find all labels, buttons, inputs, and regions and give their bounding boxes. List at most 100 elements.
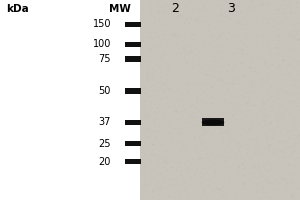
Bar — [124, 141, 141, 146]
Circle shape — [145, 93, 147, 94]
Circle shape — [269, 197, 271, 199]
Circle shape — [164, 5, 165, 7]
Bar — [124, 159, 141, 164]
Circle shape — [200, 182, 201, 184]
Circle shape — [238, 146, 240, 147]
Circle shape — [271, 122, 272, 123]
Circle shape — [187, 92, 189, 93]
Circle shape — [236, 52, 238, 54]
Circle shape — [264, 83, 266, 84]
Circle shape — [151, 6, 152, 7]
Circle shape — [175, 32, 177, 33]
Circle shape — [288, 93, 290, 94]
Circle shape — [289, 72, 291, 73]
Circle shape — [207, 74, 208, 75]
Circle shape — [243, 131, 245, 132]
Circle shape — [232, 70, 233, 72]
Text: 100: 100 — [93, 39, 111, 49]
Circle shape — [223, 186, 224, 187]
Circle shape — [257, 192, 259, 193]
Circle shape — [265, 157, 267, 158]
Circle shape — [298, 134, 300, 135]
Circle shape — [280, 41, 281, 42]
Text: 2: 2 — [172, 2, 179, 16]
Circle shape — [293, 80, 295, 81]
Circle shape — [140, 173, 142, 174]
Circle shape — [157, 108, 159, 109]
Circle shape — [293, 36, 295, 37]
Circle shape — [190, 165, 192, 166]
Circle shape — [213, 173, 215, 174]
Circle shape — [280, 131, 282, 132]
Circle shape — [145, 166, 146, 168]
Circle shape — [297, 39, 299, 40]
Circle shape — [226, 82, 228, 83]
Circle shape — [287, 147, 289, 149]
Circle shape — [248, 113, 250, 115]
Circle shape — [207, 20, 209, 21]
Circle shape — [239, 1, 241, 2]
Circle shape — [194, 145, 196, 146]
Circle shape — [144, 143, 146, 144]
Circle shape — [296, 173, 297, 174]
Circle shape — [232, 84, 234, 85]
Circle shape — [234, 102, 236, 103]
Circle shape — [260, 171, 262, 172]
Circle shape — [169, 197, 171, 198]
Circle shape — [264, 116, 266, 117]
Circle shape — [175, 197, 176, 198]
Circle shape — [283, 157, 285, 158]
Circle shape — [163, 167, 165, 168]
Circle shape — [265, 17, 266, 18]
Circle shape — [277, 126, 279, 127]
Circle shape — [208, 198, 210, 199]
Circle shape — [256, 183, 258, 184]
Circle shape — [274, 152, 275, 153]
Circle shape — [214, 118, 216, 119]
Circle shape — [254, 167, 256, 168]
Circle shape — [232, 131, 234, 132]
Circle shape — [140, 64, 141, 65]
Circle shape — [235, 108, 237, 109]
Circle shape — [274, 181, 276, 182]
Bar — [124, 42, 141, 47]
Circle shape — [178, 128, 180, 130]
Circle shape — [290, 35, 291, 36]
Circle shape — [158, 65, 160, 66]
Circle shape — [262, 4, 263, 5]
Circle shape — [252, 0, 254, 1]
Circle shape — [271, 131, 273, 132]
Circle shape — [268, 19, 270, 21]
Circle shape — [176, 110, 178, 111]
Circle shape — [280, 149, 281, 151]
Circle shape — [160, 6, 161, 7]
Circle shape — [263, 108, 265, 110]
Circle shape — [197, 24, 199, 25]
Circle shape — [167, 88, 169, 89]
Circle shape — [146, 85, 147, 86]
Circle shape — [184, 109, 186, 110]
Circle shape — [142, 38, 144, 39]
Circle shape — [215, 46, 217, 47]
Circle shape — [261, 79, 263, 80]
Circle shape — [243, 70, 245, 71]
Bar — [124, 88, 141, 94]
Circle shape — [219, 108, 221, 109]
Circle shape — [251, 105, 253, 106]
Circle shape — [183, 144, 185, 145]
Circle shape — [170, 75, 172, 77]
Circle shape — [298, 135, 300, 136]
Circle shape — [182, 145, 184, 146]
Circle shape — [155, 89, 157, 90]
Circle shape — [278, 170, 280, 171]
Circle shape — [148, 36, 150, 37]
Circle shape — [242, 29, 244, 30]
Circle shape — [266, 112, 268, 113]
Circle shape — [169, 147, 171, 148]
Circle shape — [254, 105, 256, 106]
Circle shape — [203, 173, 205, 175]
Circle shape — [186, 62, 188, 64]
Circle shape — [193, 38, 194, 39]
Circle shape — [226, 133, 228, 134]
Circle shape — [184, 57, 185, 59]
